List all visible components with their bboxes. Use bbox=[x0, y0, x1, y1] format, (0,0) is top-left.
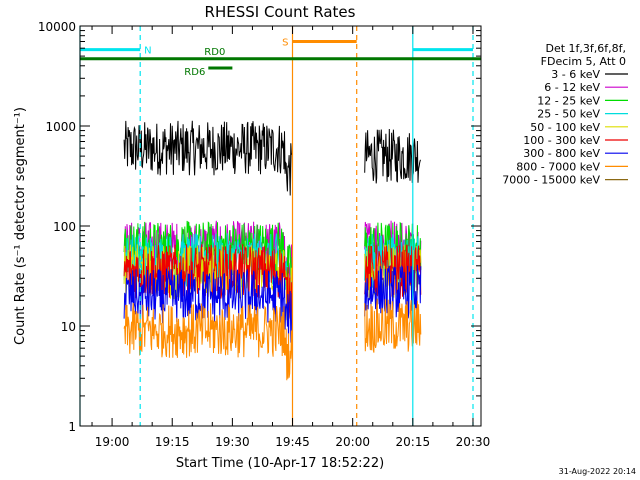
x-tick-label: 19:45 bbox=[275, 435, 310, 449]
x-tick-label: 19:00 bbox=[95, 435, 130, 449]
legend-label: 50 - 100 keV bbox=[530, 121, 600, 134]
x-axis-label: Start Time (10-Apr-17 18:52:22) bbox=[176, 456, 384, 471]
axis-layer: 19:00 19:15 19:30 19:45 20:00 20:15 20:30 1 10 10… bbox=[38, 20, 490, 449]
legend-label: 3 - 6 keV bbox=[551, 68, 600, 81]
legend-entry: 800 - 7000 keV bbox=[516, 160, 628, 173]
legend-entry: 3 - 6 keV bbox=[551, 68, 628, 81]
y-tick-label: 1000 bbox=[45, 120, 76, 134]
legend: Det 1f,3f,6f,8f,FDecim 5, Att 03 - 6 keV… bbox=[502, 42, 628, 187]
legend-label: 12 - 25 keV bbox=[537, 94, 600, 107]
series-3-6-kev bbox=[123, 120, 421, 196]
y-tick-label: 1 bbox=[68, 420, 76, 434]
flag-s: S bbox=[282, 37, 357, 48]
legend-label: 7000 - 15000 keV bbox=[502, 174, 600, 187]
flag-n: N bbox=[80, 46, 473, 57]
series-trace bbox=[123, 303, 293, 381]
x-tick-label: 19:15 bbox=[155, 435, 190, 449]
y-tick-label: 10 bbox=[61, 320, 76, 334]
legend-label: 800 - 7000 keV bbox=[516, 160, 600, 173]
legend-label: 6 - 12 keV bbox=[544, 81, 600, 94]
series-trace bbox=[123, 244, 293, 321]
legend-label: 100 - 300 keV bbox=[523, 134, 600, 147]
legend-header-line: FDecim 5, Att 0 bbox=[541, 55, 626, 68]
series-trace bbox=[123, 120, 293, 196]
x-tick-label: 20:00 bbox=[335, 435, 370, 449]
legend-entry: 50 - 100 keV bbox=[530, 121, 628, 134]
flag-label: S bbox=[282, 37, 288, 48]
date-stamp: 31-Aug-2022 20:14 bbox=[559, 467, 636, 476]
x-tick-label: 20:15 bbox=[396, 435, 431, 449]
series-800-7000-kev bbox=[123, 298, 422, 381]
flag-label: N bbox=[144, 46, 151, 57]
legend-header-line: Det 1f,3f,6f,8f, bbox=[545, 42, 626, 55]
y-axis-label: Count Rate (s⁻¹ detector segment⁻¹) bbox=[13, 107, 28, 345]
legend-label: 300 - 800 keV bbox=[523, 147, 600, 160]
y-tick-label: 10000 bbox=[38, 20, 76, 34]
flag-rd6: RD6 bbox=[184, 66, 233, 78]
legend-entry: 100 - 300 keV bbox=[523, 134, 628, 147]
x-tick-label: 20:30 bbox=[456, 435, 491, 449]
flag-rd0: RD0 bbox=[80, 47, 481, 61]
legend-entry: 7000 - 15000 keV bbox=[502, 174, 628, 187]
legend-entry: 25 - 50 keV bbox=[537, 108, 628, 121]
series-trace bbox=[123, 268, 293, 343]
legend-entry: 300 - 800 keV bbox=[523, 147, 628, 160]
y-tick-label: 100 bbox=[53, 220, 76, 234]
legend-label: 25 - 50 keV bbox=[537, 108, 600, 121]
series-trace bbox=[364, 298, 422, 353]
legend-entry: 6 - 12 keV bbox=[544, 81, 628, 94]
flag-label: RD0 bbox=[204, 47, 225, 58]
legend-entry: 12 - 25 keV bbox=[537, 94, 628, 107]
x-tick-label: 19:30 bbox=[215, 435, 250, 449]
series-trace bbox=[364, 128, 421, 184]
flag-label: RD6 bbox=[184, 67, 205, 78]
chart-title: RHESSI Count Rates bbox=[205, 3, 356, 21]
series-layer bbox=[123, 120, 422, 381]
